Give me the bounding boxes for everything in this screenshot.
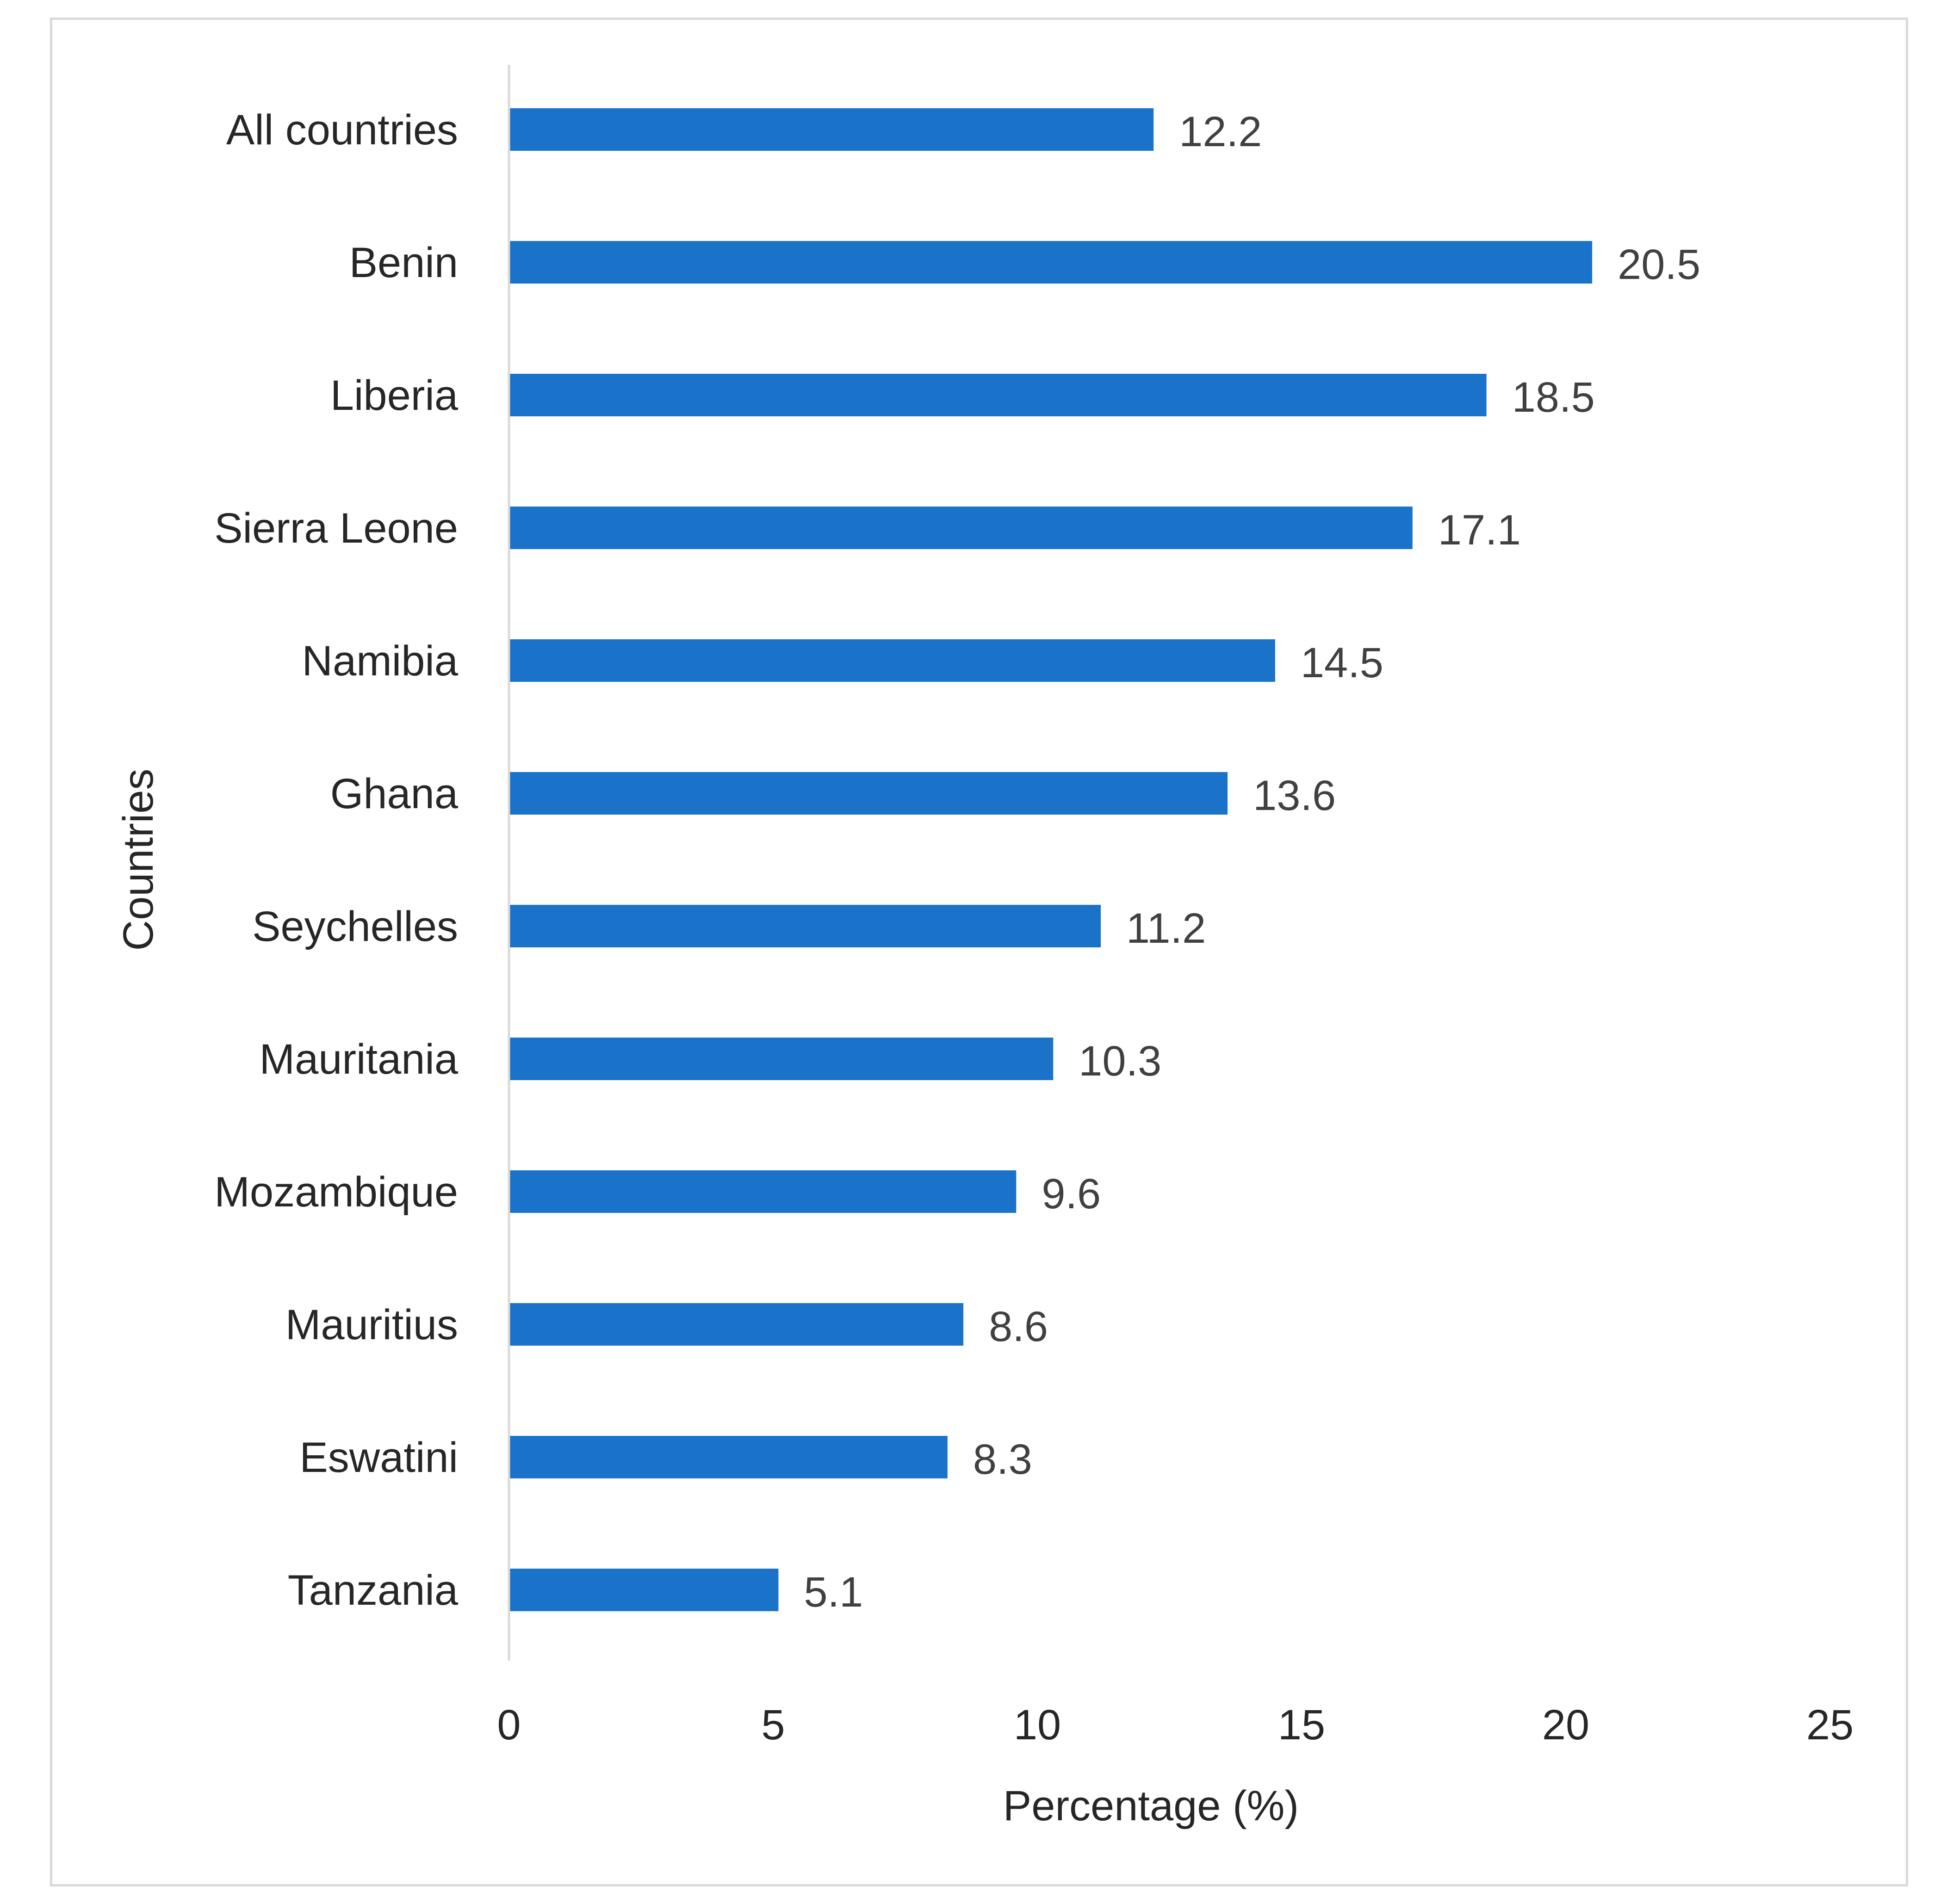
bar <box>509 374 1487 416</box>
bar <box>509 1436 948 1478</box>
category-label: Mauritania <box>259 1036 458 1083</box>
y-axis-title: Countries <box>115 769 162 951</box>
value-label: 8.3 <box>973 1436 1032 1483</box>
bar <box>509 1038 1054 1080</box>
category-label: Liberia <box>330 372 459 419</box>
bar <box>509 1303 964 1346</box>
category-label: Namibia <box>302 637 459 685</box>
category-labels: All countries Benin Liberia Sierra Leone Nam… <box>214 106 459 1614</box>
value-label: 8.6 <box>989 1303 1048 1350</box>
value-label: 20.5 <box>1618 241 1700 288</box>
category-label: Ghana <box>330 770 459 817</box>
bar <box>509 1170 1017 1213</box>
bar <box>509 905 1101 947</box>
bar <box>509 639 1275 682</box>
value-label: 10.3 <box>1079 1038 1161 1085</box>
category-label: Mauritius <box>285 1301 458 1348</box>
bar <box>509 1569 779 1611</box>
chart-frame <box>50 18 1908 1886</box>
category-label: Benin <box>349 239 458 286</box>
x-tick-label: 20 <box>1542 1701 1589 1749</box>
category-label: Tanzania <box>288 1567 459 1614</box>
value-label: 5.1 <box>804 1569 863 1616</box>
bar <box>509 241 1593 284</box>
bars-group <box>509 108 1593 1611</box>
value-label: 18.5 <box>1512 374 1595 421</box>
category-label: Mozambique <box>214 1168 458 1216</box>
category-label: Eswatini <box>299 1434 458 1481</box>
bar <box>509 507 1413 549</box>
x-axis-title: Percentage (%) <box>1003 1782 1299 1830</box>
x-tick-label: 5 <box>761 1701 785 1749</box>
x-tick-label: 15 <box>1278 1701 1325 1749</box>
value-label: 13.6 <box>1253 772 1336 819</box>
value-label: 11.2 <box>1126 905 1206 952</box>
category-label: All countries <box>226 106 458 154</box>
x-tick-label: 0 <box>497 1701 521 1749</box>
x-tick-label: 25 <box>1806 1701 1854 1749</box>
x-tick-label: 10 <box>1014 1701 1061 1749</box>
value-label: 17.1 <box>1438 507 1521 554</box>
category-label: Sierra Leone <box>214 505 458 552</box>
bar <box>509 108 1154 151</box>
value-label: 9.6 <box>1042 1170 1101 1218</box>
value-labels: 12.2 20.5 18.5 17.1 14.5 13.6 11.2 10.3 9.6 8.6 8.… <box>804 108 1700 1616</box>
value-label: 14.5 <box>1301 639 1383 686</box>
category-label: Seychelles <box>252 903 458 950</box>
x-axis-ticks: 0 5 10 15 20 25 <box>497 1701 1854 1749</box>
bar <box>509 772 1228 815</box>
value-label: 12.2 <box>1179 108 1262 155</box>
